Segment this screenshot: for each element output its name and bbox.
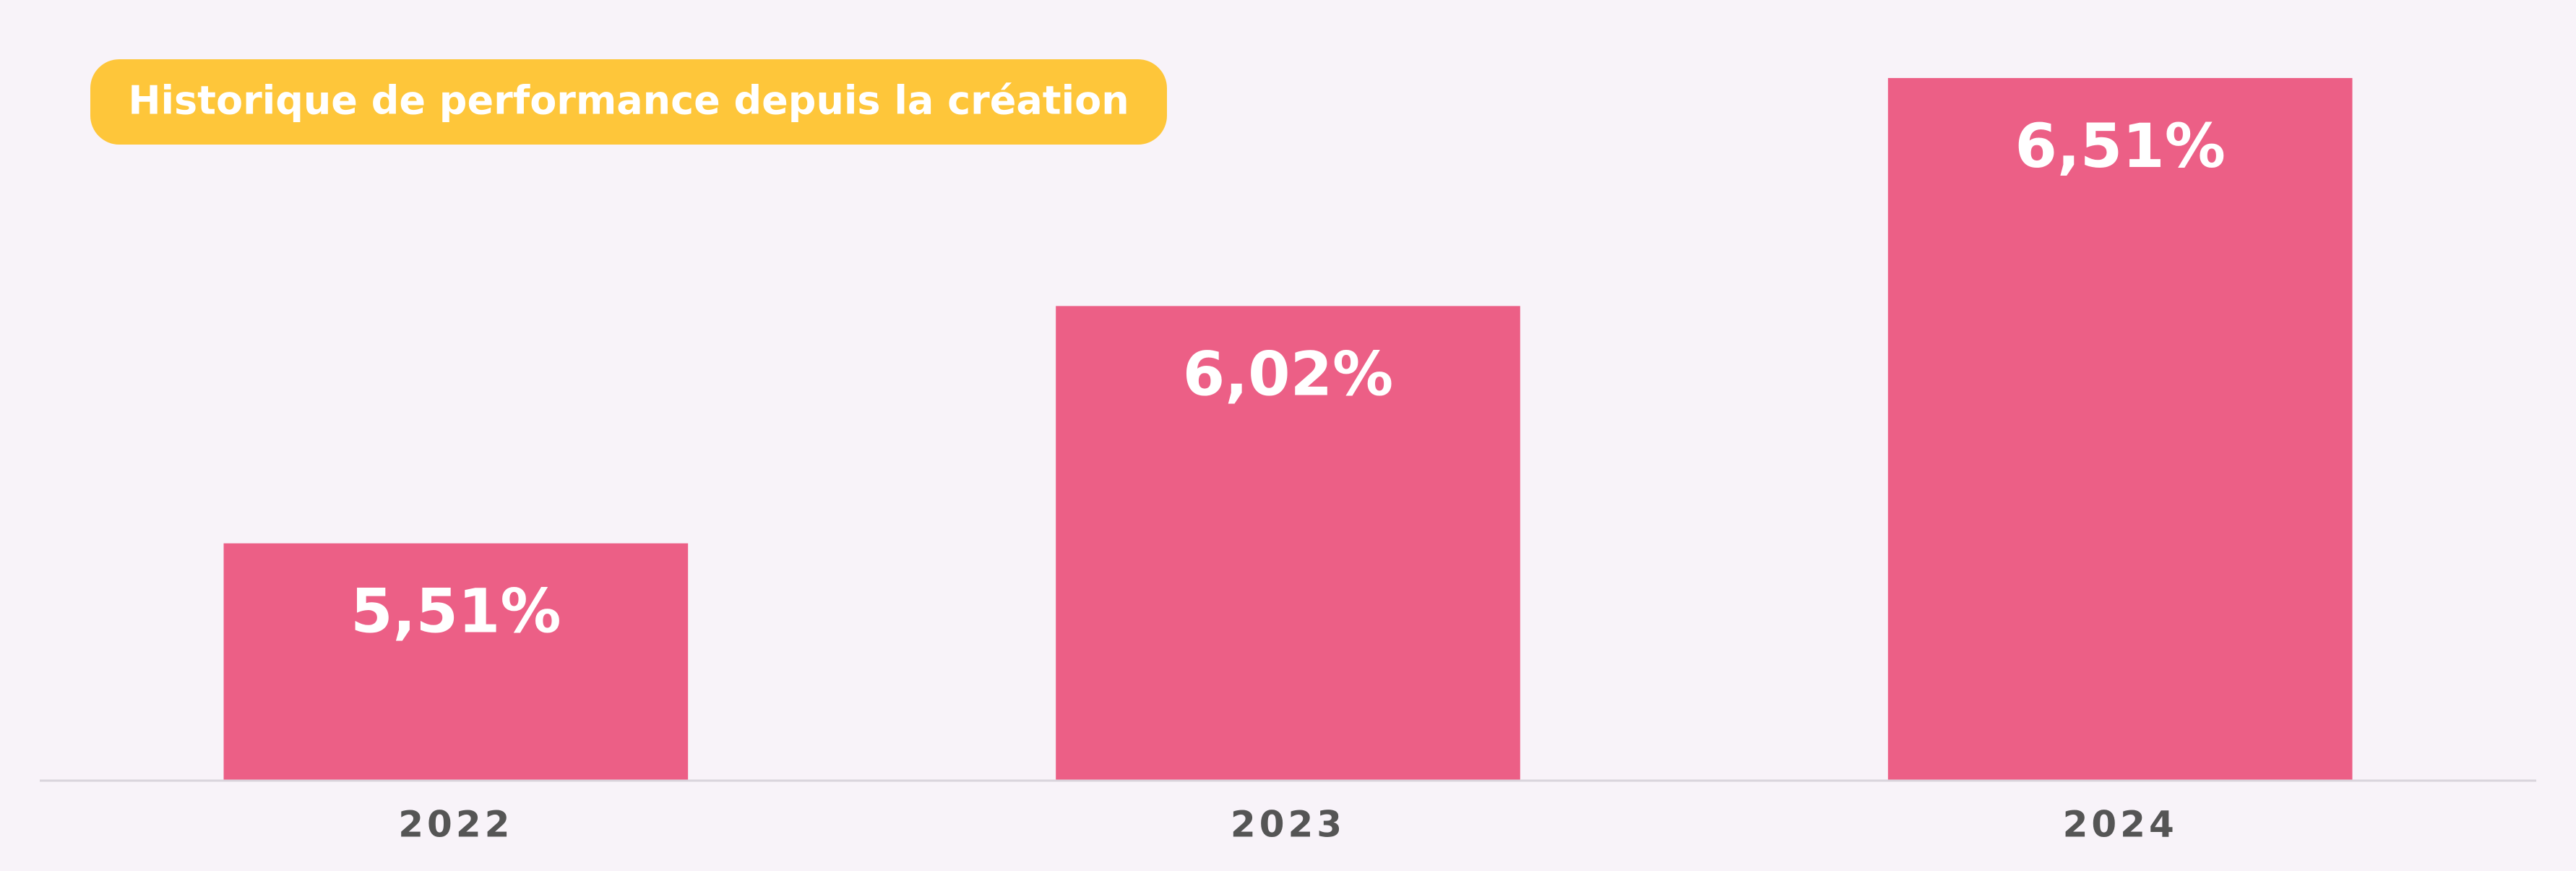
bar xyxy=(1887,77,2353,781)
bar xyxy=(223,543,689,781)
x-tick-label: 2022 xyxy=(398,804,513,846)
title-pill xyxy=(90,59,1167,145)
bar xyxy=(1056,306,1520,781)
value-label: 5,51% xyxy=(350,576,561,647)
x-tick-label: 2024 xyxy=(2063,804,2178,846)
chart-title: Historique de performance depuis la créa… xyxy=(128,78,1129,124)
x-tick-label: 2023 xyxy=(1231,804,1345,846)
value-label: 6,51% xyxy=(2015,111,2225,181)
value-label: 6,02% xyxy=(1183,338,1393,409)
